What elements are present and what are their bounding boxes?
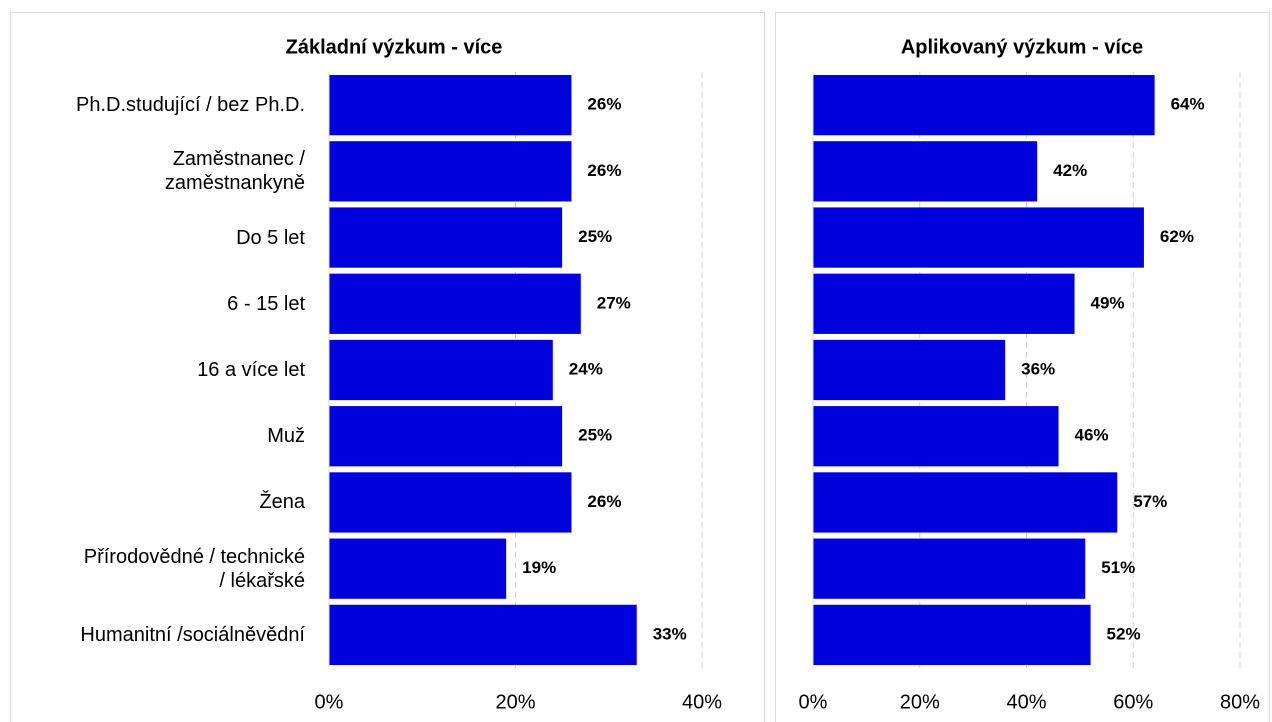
category-label: Zaměstnanec / zaměstnankyně (164, 148, 305, 195)
data-label: 25% (578, 426, 612, 445)
x-tick-label: 20% (495, 691, 535, 713)
data-label: 19% (522, 558, 556, 577)
bar (813, 141, 1038, 202)
x-tick-label: 80% (1220, 691, 1260, 713)
bar (813, 406, 1059, 467)
data-label: 25% (578, 227, 612, 246)
data-label: 27% (597, 293, 631, 312)
bar (329, 273, 581, 334)
chart-title: Aplikovaný výzkum - více (901, 36, 1143, 58)
data-label: 33% (653, 624, 687, 643)
data-label: 49% (1091, 293, 1125, 312)
category-label: Muž (267, 425, 305, 448)
category-label: Přírodovědné / technické / lékařské (83, 545, 305, 592)
chart-title: Základní výzkum - více (286, 36, 503, 58)
x-tick-label: 0% (799, 691, 828, 713)
bar (813, 604, 1091, 666)
bar (329, 207, 563, 268)
data-label: 24% (569, 359, 603, 378)
bar (329, 141, 572, 202)
data-label: 42% (1053, 161, 1087, 180)
data-label: 57% (1133, 492, 1167, 511)
data-label: 51% (1101, 558, 1135, 577)
x-tick-label: 20% (900, 691, 940, 713)
data-label: 26% (587, 95, 621, 114)
bar (813, 538, 1086, 599)
data-label: 46% (1075, 426, 1109, 445)
bar (329, 406, 563, 467)
bar (813, 472, 1118, 533)
data-label: 52% (1107, 624, 1141, 643)
data-label: 26% (587, 161, 621, 180)
category-label: Žena (259, 491, 305, 514)
x-tick-label: 40% (1006, 691, 1046, 713)
bar (329, 604, 637, 666)
bar (813, 207, 1144, 268)
x-tick-label: 40% (682, 691, 722, 713)
bar (329, 339, 553, 401)
x-tick-label: 60% (1113, 691, 1153, 713)
category-label: Do 5 let (236, 226, 305, 249)
bar (813, 339, 1006, 401)
bar (329, 74, 572, 136)
x-tick-label: 0% (315, 691, 344, 713)
category-label: Ph.D.studující / bez Ph.D. (76, 94, 305, 117)
panel (10, 12, 765, 722)
category-label: Humanitní /sociálněvědní (80, 623, 305, 646)
bar (329, 472, 572, 533)
category-label: 6 - 15 let (227, 292, 305, 315)
data-label: 64% (1171, 95, 1205, 114)
category-label: 16 a více let (197, 359, 305, 381)
data-label: 26% (587, 492, 621, 511)
data-label: 62% (1160, 227, 1194, 246)
panel (775, 12, 1270, 722)
bar (813, 74, 1155, 136)
bar (813, 273, 1075, 334)
bar (329, 538, 507, 599)
data-label: 36% (1021, 359, 1055, 378)
